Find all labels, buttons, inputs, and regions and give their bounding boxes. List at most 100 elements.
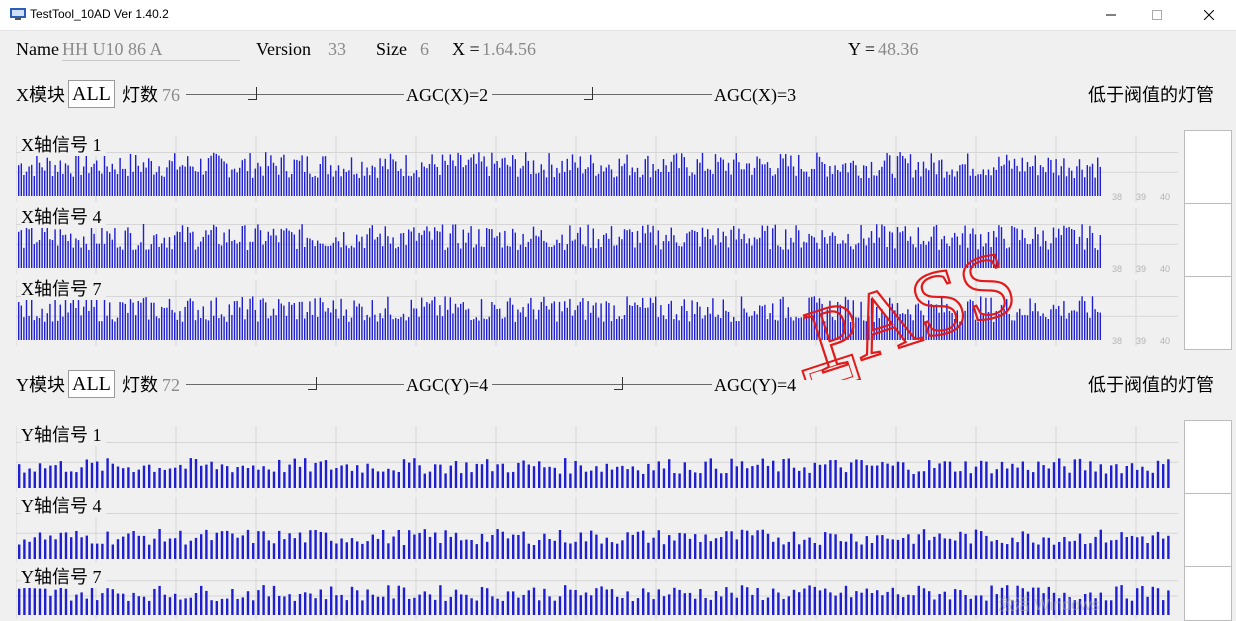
signal-bar bbox=[967, 301, 969, 340]
signal-bar bbox=[389, 153, 392, 196]
signal-bar bbox=[436, 231, 438, 268]
signal-bar bbox=[1037, 234, 1039, 268]
signal-bar bbox=[382, 471, 385, 488]
x-lamp-count-field[interactable]: 76 bbox=[162, 85, 180, 105]
signal-bar bbox=[374, 167, 376, 196]
x-threshold-list-2[interactable] bbox=[1184, 203, 1232, 277]
signal-bar bbox=[1099, 464, 1102, 488]
size-field[interactable]: 6 bbox=[420, 39, 429, 59]
close-icon[interactable] bbox=[1186, 0, 1232, 30]
signal-bar bbox=[304, 592, 307, 615]
signal-bar bbox=[179, 232, 181, 268]
signal-bar bbox=[610, 321, 613, 340]
signal-bar bbox=[1156, 531, 1160, 559]
signal-bar bbox=[616, 466, 619, 488]
x-coord-field[interactable]: 1.64.56 bbox=[482, 39, 536, 59]
signal-bar bbox=[241, 297, 243, 340]
signal-bar bbox=[382, 166, 384, 196]
signal-bar bbox=[842, 164, 844, 196]
signal-bar bbox=[673, 587, 676, 615]
signal-bar bbox=[574, 461, 577, 488]
signal-bar bbox=[556, 167, 558, 196]
signal-bar bbox=[642, 530, 645, 559]
signal-bar bbox=[704, 236, 706, 268]
signal-bar bbox=[296, 159, 298, 196]
slider-thumb[interactable] bbox=[584, 87, 593, 100]
signal-bar bbox=[418, 594, 421, 615]
signal-bar bbox=[226, 321, 228, 340]
signal-bar bbox=[610, 226, 613, 268]
signal-bar bbox=[777, 245, 779, 268]
signal-bar bbox=[766, 533, 770, 559]
signal-bar bbox=[475, 244, 477, 268]
x-module-select[interactable]: ALL bbox=[68, 80, 115, 108]
name-field[interactable]: HH U10 86 A bbox=[62, 38, 240, 61]
signal-bar bbox=[668, 535, 671, 559]
signal-bar bbox=[337, 318, 340, 340]
signal-bar bbox=[629, 175, 631, 196]
x-threshold-list-3[interactable] bbox=[1184, 276, 1232, 350]
signal-bar bbox=[623, 315, 626, 340]
y-coord-field[interactable]: 48.36 bbox=[878, 39, 919, 59]
signal-bar bbox=[330, 165, 332, 196]
version-field[interactable]: 33 bbox=[328, 39, 346, 59]
signal-bar bbox=[413, 458, 416, 488]
slider-thumb[interactable] bbox=[308, 377, 317, 390]
signal-bar bbox=[184, 544, 187, 559]
slider-thumb[interactable] bbox=[614, 377, 623, 390]
signal-bar bbox=[168, 468, 172, 488]
signal-bar bbox=[1097, 311, 1099, 340]
y-lamp-count-field[interactable]: 72 bbox=[162, 375, 180, 395]
signal-bar bbox=[512, 534, 515, 559]
x-agc1-slider[interactable] bbox=[186, 84, 404, 104]
minimize-icon[interactable] bbox=[1088, 0, 1134, 30]
maximize-icon[interactable] bbox=[1134, 0, 1180, 30]
signal-bar bbox=[1008, 160, 1010, 196]
signal-bar bbox=[41, 167, 43, 196]
signal-bar bbox=[127, 600, 130, 615]
signal-bar bbox=[1167, 590, 1170, 615]
signal-bar bbox=[907, 534, 910, 559]
signal-bar bbox=[444, 160, 446, 196]
y-agc1-slider[interactable] bbox=[186, 374, 404, 394]
y-threshold-list-1[interactable] bbox=[1184, 420, 1232, 494]
signal-bar bbox=[486, 588, 489, 615]
signal-bar bbox=[228, 229, 230, 268]
x-agc2-slider[interactable] bbox=[492, 84, 712, 104]
signal-bar bbox=[678, 473, 681, 488]
signal-bar bbox=[1026, 162, 1029, 196]
y-agc2-slider[interactable] bbox=[492, 374, 712, 394]
signal-bar bbox=[1047, 537, 1050, 559]
signal-bar bbox=[267, 596, 270, 615]
signal-bar bbox=[384, 226, 386, 268]
signal-bar bbox=[376, 237, 379, 268]
y-signal-7-label: Y轴信号 7 bbox=[21, 566, 106, 588]
signal-bar bbox=[1084, 594, 1087, 615]
signal-bar bbox=[439, 305, 441, 340]
signal-bar bbox=[558, 173, 561, 196]
y-threshold-list-2[interactable] bbox=[1184, 493, 1232, 567]
signal-bar bbox=[553, 301, 555, 340]
y-threshold-list-3[interactable] bbox=[1184, 566, 1232, 621]
x-threshold-list-1[interactable] bbox=[1184, 130, 1232, 204]
slider-thumb[interactable] bbox=[248, 87, 257, 100]
signal-bar bbox=[517, 309, 519, 340]
signal-bar bbox=[122, 536, 125, 559]
signal-bar bbox=[590, 470, 593, 488]
signal-bar bbox=[70, 471, 73, 488]
y-module-select[interactable]: ALL bbox=[68, 370, 115, 398]
signal-bar bbox=[720, 537, 723, 559]
signal-bar bbox=[262, 585, 265, 615]
signal-bar bbox=[538, 461, 541, 488]
signal-bar bbox=[725, 531, 728, 559]
signal-bar bbox=[613, 177, 615, 196]
signal-bar bbox=[343, 315, 345, 340]
signal-bar bbox=[808, 472, 811, 488]
signal-bar bbox=[158, 318, 160, 340]
window-title: TestTool_10AD Ver 1.40.2 bbox=[30, 7, 169, 21]
signal-bar bbox=[358, 178, 360, 196]
signal-bar bbox=[460, 473, 463, 488]
signal-bar bbox=[88, 173, 90, 196]
signal-bar bbox=[982, 246, 984, 268]
signal-bar bbox=[618, 158, 620, 196]
